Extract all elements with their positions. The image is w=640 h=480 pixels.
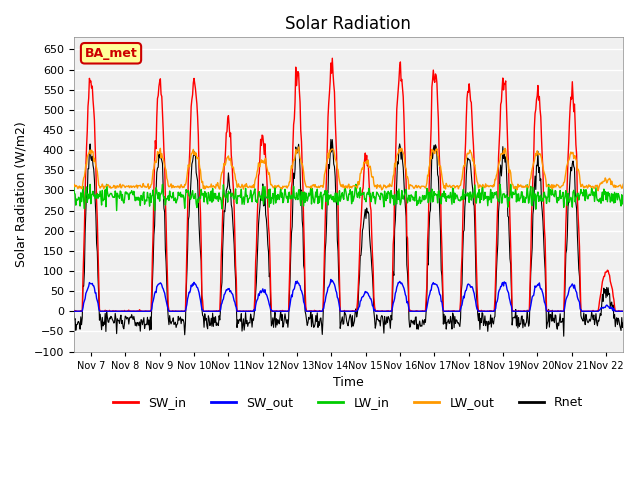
- Legend: SW_in, SW_out, LW_in, LW_out, Rnet: SW_in, SW_out, LW_in, LW_out, Rnet: [108, 391, 588, 414]
- Text: BA_met: BA_met: [84, 47, 138, 60]
- Y-axis label: Solar Radiation (W/m2): Solar Radiation (W/m2): [15, 121, 28, 267]
- X-axis label: Time: Time: [333, 376, 364, 389]
- Title: Solar Radiation: Solar Radiation: [285, 15, 412, 33]
